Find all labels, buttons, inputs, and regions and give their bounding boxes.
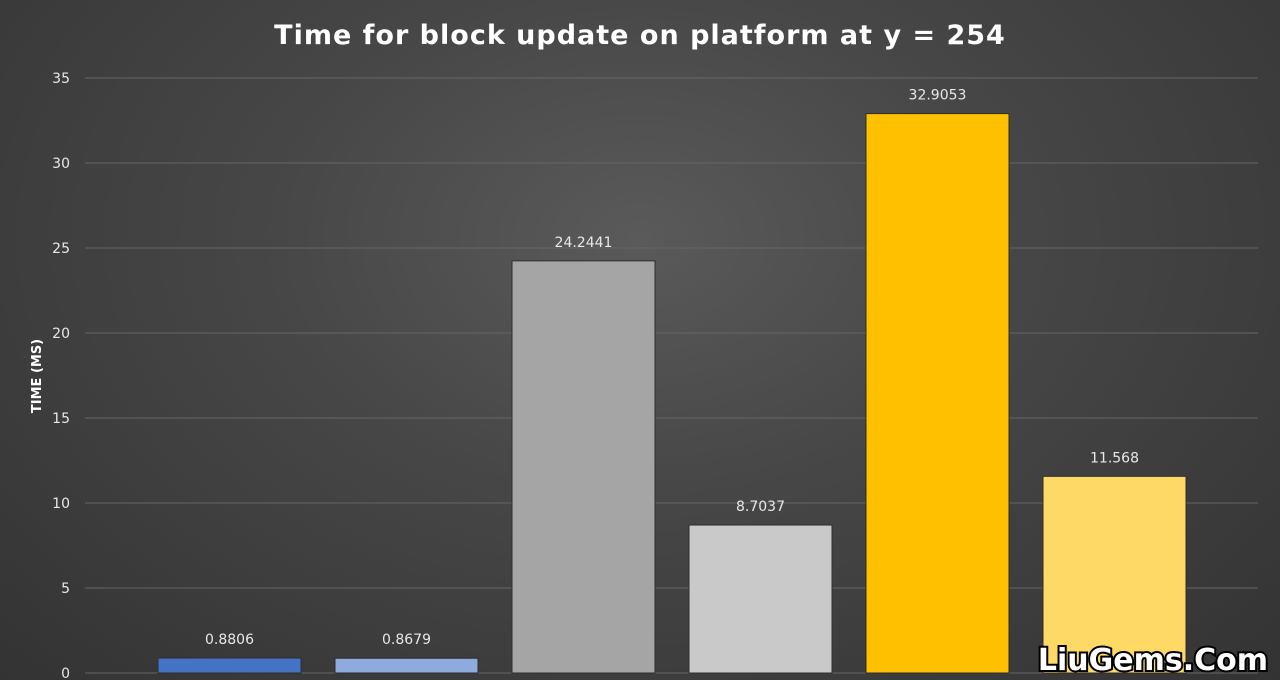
y-tick-label: 10 bbox=[52, 496, 70, 512]
bar-4 bbox=[688, 524, 833, 674]
data-label-6: 11.568 bbox=[1090, 450, 1139, 466]
y-tick-label: 20 bbox=[52, 326, 70, 342]
y-tick-label: 25 bbox=[52, 241, 70, 257]
y-tick-label: 5 bbox=[61, 581, 70, 597]
gridlines bbox=[85, 77, 1258, 674]
bars bbox=[157, 113, 1187, 674]
y-tick-label: 15 bbox=[52, 411, 70, 427]
data-label-1: 0.8806 bbox=[205, 632, 254, 648]
data-label-2: 0.8679 bbox=[382, 632, 431, 648]
bar-3 bbox=[511, 260, 656, 674]
data-label-4: 8.7037 bbox=[736, 499, 785, 515]
bar-2 bbox=[334, 657, 479, 674]
data-label-3: 24.2441 bbox=[555, 235, 613, 251]
y-axis-label: TIME (MS) bbox=[30, 339, 45, 413]
data-label-5: 32.9053 bbox=[909, 88, 967, 104]
y-tick-label: 0 bbox=[61, 666, 70, 680]
bar-1 bbox=[157, 657, 302, 674]
bar-5 bbox=[865, 113, 1010, 674]
y-axis-ticks: 0 5 10 15 20 25 30 35 bbox=[52, 71, 70, 680]
y-tick-label: 35 bbox=[52, 71, 70, 87]
y-tick-label: 30 bbox=[52, 156, 70, 172]
data-labels: 0.8806 0.8679 24.2441 8.7037 32.9053 11.568 bbox=[205, 88, 1139, 649]
watermark-text: LiuGems.Com bbox=[1038, 643, 1268, 678]
chart-title: Time for block update on platform at y =… bbox=[274, 20, 1006, 51]
bar-6 bbox=[1042, 475, 1187, 674]
